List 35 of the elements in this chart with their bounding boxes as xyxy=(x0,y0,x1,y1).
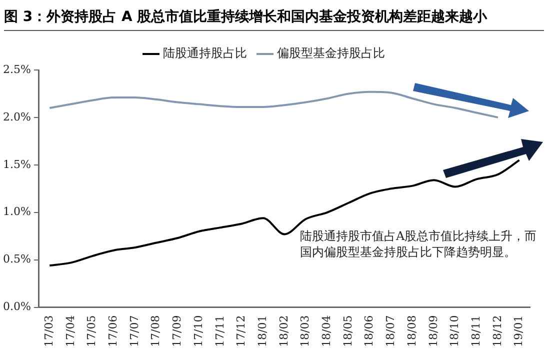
line-series xyxy=(48,90,499,118)
y-tick-label: 2.5% xyxy=(2,62,31,76)
x-tick-label: 18/08 xyxy=(405,315,418,348)
y-tick-label: 1.0% xyxy=(2,205,31,218)
x-tick-label: 17/09 xyxy=(170,315,184,348)
x-tick-label: 18/03 xyxy=(298,315,312,348)
x-tick-label: 18/06 xyxy=(362,315,376,348)
x-tick-label: 17/12 xyxy=(234,315,248,348)
y-tick-label: 0.0% xyxy=(2,300,31,314)
x-tick-label: 17/10 xyxy=(192,315,205,348)
x-tick-label: 18/05 xyxy=(341,315,354,348)
legend-label: 陆股通持股占比 xyxy=(163,46,247,60)
legend-label: 偏股型基金持股占比 xyxy=(277,46,385,60)
x-tick-label: 17/06 xyxy=(106,315,120,348)
x-tick-label: 17/05 xyxy=(85,315,98,348)
x-tick-label: 18/09 xyxy=(426,315,440,348)
line-series xyxy=(48,159,520,267)
x-tick-label: 17/07 xyxy=(128,315,141,348)
x-tick-label: 19/01 xyxy=(512,315,526,348)
x-tick-label: 18/02 xyxy=(277,315,290,348)
x-tick-label: 17/11 xyxy=(213,315,226,348)
chart-title: 图 3：外资持股占 A 股总市值比重持续增长和国内基金投资机构差距越来越小 xyxy=(4,4,544,31)
x-tick-label: 17/03 xyxy=(42,315,56,348)
x-tick-label: 18/01 xyxy=(256,315,269,348)
annotation: 陆股通持股市值占A股总市值比持续上升，而国内偏股型基金持股占比下降趋势明显。 xyxy=(300,228,538,260)
x-tick-label: 18/10 xyxy=(448,315,462,348)
x-tick-label: 18/04 xyxy=(320,315,334,348)
y-tick-label: 2.0% xyxy=(2,110,31,124)
x-tick-label: 17/04 xyxy=(64,315,77,348)
x-tick-label: 18/07 xyxy=(384,315,398,348)
y-tick-label: 1.5% xyxy=(2,158,31,171)
x-tick-label: 17/08 xyxy=(149,315,162,348)
x-tick-label: 18/11 xyxy=(469,315,482,348)
y-tick-label: 0.5% xyxy=(2,252,31,266)
x-tick-label: 18/12 xyxy=(490,315,504,348)
